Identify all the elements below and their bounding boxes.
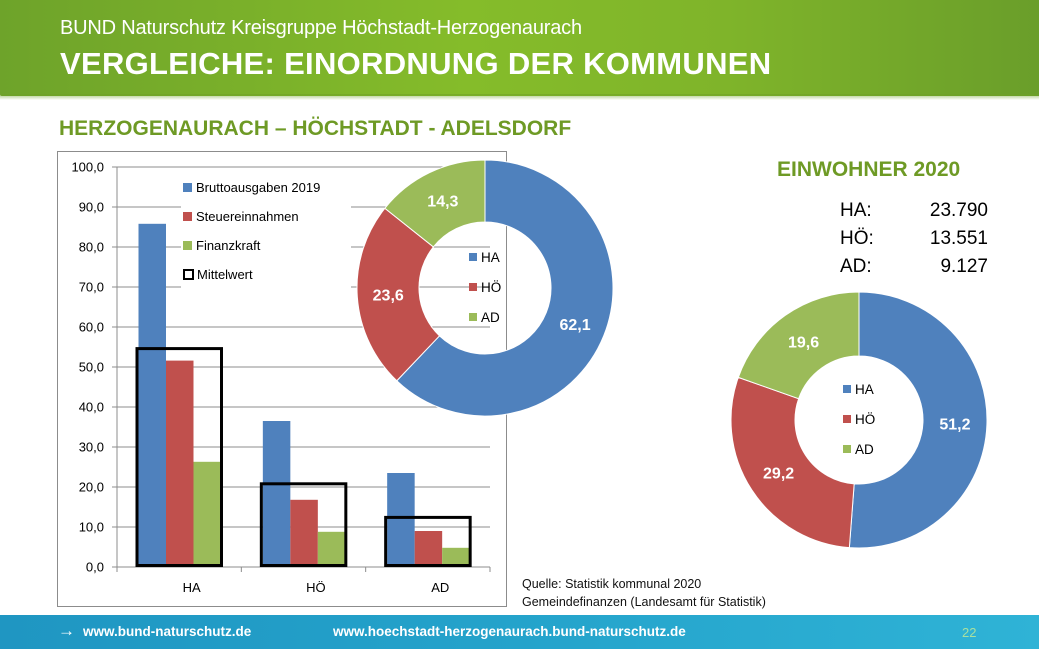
einwohner-row-ad: AD: 9.127 <box>840 256 988 278</box>
einwohner-title: EINWOHNER 2020 <box>777 158 961 181</box>
source-note: Quelle: Statistik kommunal 2020 Gemeinde… <box>522 575 766 611</box>
donut-value-label: 29,2 <box>763 465 794 482</box>
y-tick-label: 30,0 <box>79 440 104 455</box>
y-tick-label: 10,0 <box>79 520 104 535</box>
bar-chart-legend: Bruttoausgaben 2019 Steuereinnahmen Fina… <box>181 173 351 289</box>
donut-legend-swatch <box>843 385 851 393</box>
donut-legend-swatch <box>469 253 477 261</box>
page-number: 22 <box>962 625 977 640</box>
donut-value-label: 23,6 <box>373 288 404 305</box>
einwohner-value: 9.127 <box>940 256 988 277</box>
x-tick-label: HA <box>183 580 201 595</box>
legend-item-bruttoausgaben: Bruttoausgaben 2019 <box>183 173 349 202</box>
mittelwert-box-hö <box>259 482 348 567</box>
donut-legend-label: HA <box>855 382 874 397</box>
mittelwert-box-ad <box>384 515 472 568</box>
donut-legend-swatch <box>843 415 851 423</box>
header-banner: BUND Naturschutz Kreisgruppe Höchstadt-H… <box>0 0 1039 100</box>
section-title: HERZOGENAURACH – HÖCHSTADT - ADELSDORF <box>59 117 572 140</box>
bar-bruttoausgaben-2019-ad <box>387 473 415 567</box>
einwohner-value: 23.790 <box>929 200 988 221</box>
donut-legend-swatch <box>469 313 477 321</box>
legend-swatch-red <box>183 212 192 221</box>
bar-steuereinnahmen-ad <box>414 531 443 567</box>
donut-slice-ad <box>737 291 860 400</box>
einwohner-label: HA: <box>840 200 872 221</box>
bund-naturschutz-link[interactable]: www.bund-naturschutz.de <box>83 624 252 639</box>
legend-swatch-blue <box>183 183 192 192</box>
donut-slice-hö <box>730 376 855 549</box>
footer-bar: → www.bund-naturschutz.de www.hoechstadt… <box>0 615 1039 649</box>
donut-slice-ha <box>396 159 614 417</box>
bar-steuereinnahmen-hö <box>290 499 318 567</box>
y-tick-label: 20,0 <box>79 480 104 495</box>
legend-item-steuereinnahmen: Steuereinnahmen <box>183 202 349 231</box>
finanzen-donut: 62,1 23,6 14,3 HA HÖ AD <box>356 159 614 417</box>
legend-label: Mittelwert <box>197 267 253 282</box>
donut-value-label: 19,6 <box>788 335 819 352</box>
donut-value-label: 51,2 <box>939 417 970 434</box>
y-tick-label: 100,0 <box>71 160 104 175</box>
x-tick-label: HÖ <box>306 580 326 595</box>
legend-item-finanzkraft: Finanzkraft <box>183 231 349 260</box>
donut-legend-label: HA <box>481 250 500 265</box>
kreisgruppe-link[interactable]: www.hoechstadt-herzogenaurach.bund-natur… <box>333 624 686 639</box>
mittelwert-box-ha <box>135 347 223 567</box>
einwohner-label: HÖ: <box>840 228 874 249</box>
donut-legend-swatch <box>843 445 851 453</box>
y-tick-label: 70,0 <box>79 280 104 295</box>
donut-value-label: 62,1 <box>560 317 591 334</box>
arrow-right-icon: → <box>58 621 75 640</box>
y-tick-label: 80,0 <box>79 240 104 255</box>
bar-finanzkraft-ad <box>442 547 470 567</box>
legend-label: Steuereinnahmen <box>196 209 299 224</box>
donut-legend-label: AD <box>481 310 500 325</box>
einwohner-row-hoe: HÖ: 13.551 <box>840 228 988 250</box>
legend-label: Finanzkraft <box>196 238 261 253</box>
einwohner-row-ha: HA: 23.790 <box>840 200 988 222</box>
y-tick-label: 0,0 <box>86 560 104 575</box>
donut-legend-label: AD <box>855 442 874 457</box>
y-tick-label: 40,0 <box>79 400 104 415</box>
source-line-1: Quelle: Statistik kommunal 2020 <box>522 577 702 591</box>
donut-value-label: 14,3 <box>427 194 458 211</box>
donut-slice-ad <box>384 159 486 248</box>
einwohner-value: 13.551 <box>929 228 988 249</box>
source-line-2: Gemeindefinanzen (Landesamt für Statisti… <box>522 595 766 609</box>
bar-steuereinnahmen-ha <box>166 360 194 567</box>
donut-legend-swatch <box>469 283 477 291</box>
bar-bruttoausgaben-2019-ha <box>138 223 166 568</box>
einwohner-label: AD: <box>840 256 872 277</box>
donut-slice-ha <box>848 291 988 549</box>
legend-swatch-green <box>183 241 192 250</box>
legend-swatch-outline <box>183 269 194 280</box>
legend-label: Bruttoausgaben 2019 <box>196 180 321 195</box>
donut-legend-label: HÖ <box>855 412 875 427</box>
legend-item-mittelwert: Mittelwert <box>183 260 349 289</box>
donut-legend-label: HÖ <box>481 280 501 295</box>
org-title: BUND Naturschutz Kreisgruppe Höchstadt-H… <box>60 17 582 39</box>
bar-finanzkraft-ha <box>193 461 221 567</box>
y-tick-label: 90,0 <box>79 200 104 215</box>
y-tick-label: 50,0 <box>79 360 104 375</box>
bar-bruttoausgaben-2019-hö <box>262 421 291 567</box>
donut-slice-hö <box>356 207 441 382</box>
x-tick-label: AD <box>431 580 449 595</box>
page-title: VERGLEICHE: EINORDNUNG DER KOMMUNEN <box>60 46 772 81</box>
y-tick-label: 60,0 <box>79 320 104 335</box>
bar-finanzkraft-hö <box>317 531 346 567</box>
einwohner-donut: 51,2 29,2 19,6 HA HÖ AD <box>730 291 988 549</box>
